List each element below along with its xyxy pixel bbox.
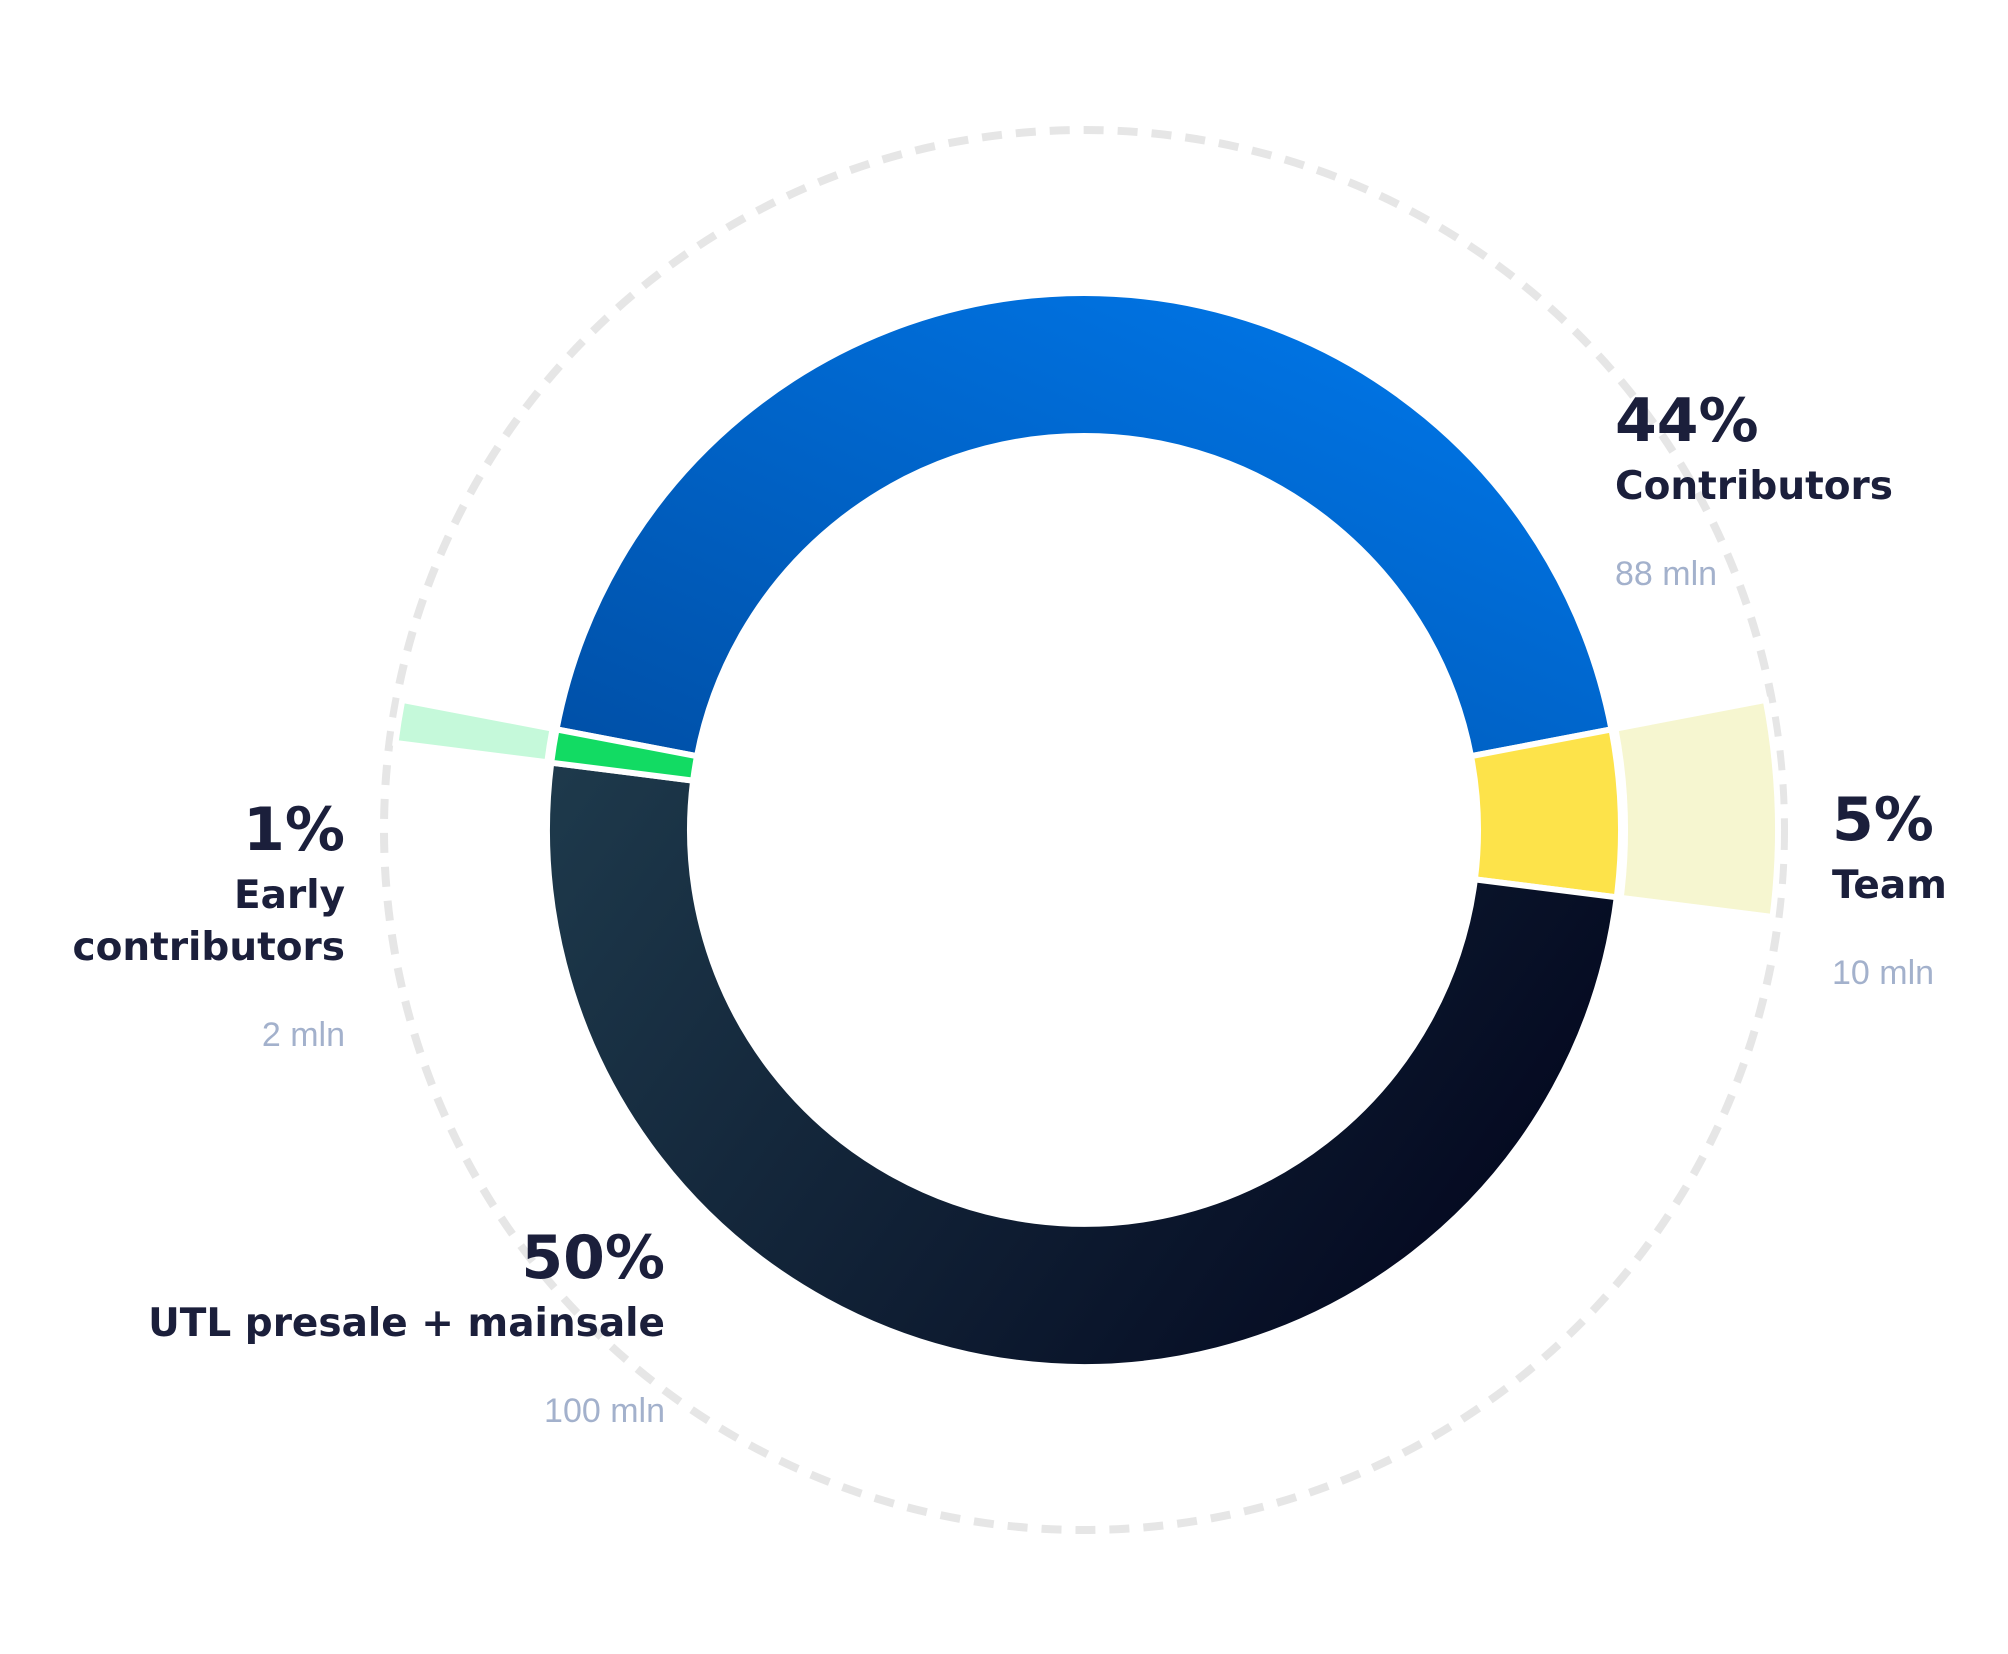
percent-label: 5% — [1832, 785, 1934, 855]
segment-highlight — [392, 696, 557, 766]
amount-label: 100 mln — [544, 1392, 665, 1430]
amount-label: 10 mln — [1832, 954, 1934, 992]
segment-highlight — [1611, 696, 1782, 921]
donut-segment — [552, 290, 1616, 760]
percent-label: 1% — [243, 795, 345, 865]
donut-segment — [547, 725, 701, 784]
category-label: Early contributors — [73, 873, 346, 970]
donut-segment — [544, 759, 1621, 1370]
donut-segment — [1467, 725, 1624, 901]
percent-label: 50% — [521, 1223, 665, 1293]
percent-label: 44% — [1615, 386, 1759, 456]
amount-label: 88 mln — [1615, 555, 1717, 593]
dashed-ring — [380, 126, 1788, 1534]
category-label: Contributors — [1615, 464, 1893, 509]
category-label: UTL presale + mainsale — [148, 1301, 665, 1346]
category-label: Team — [1832, 863, 1947, 908]
amount-label: 2 mln — [262, 1016, 345, 1054]
